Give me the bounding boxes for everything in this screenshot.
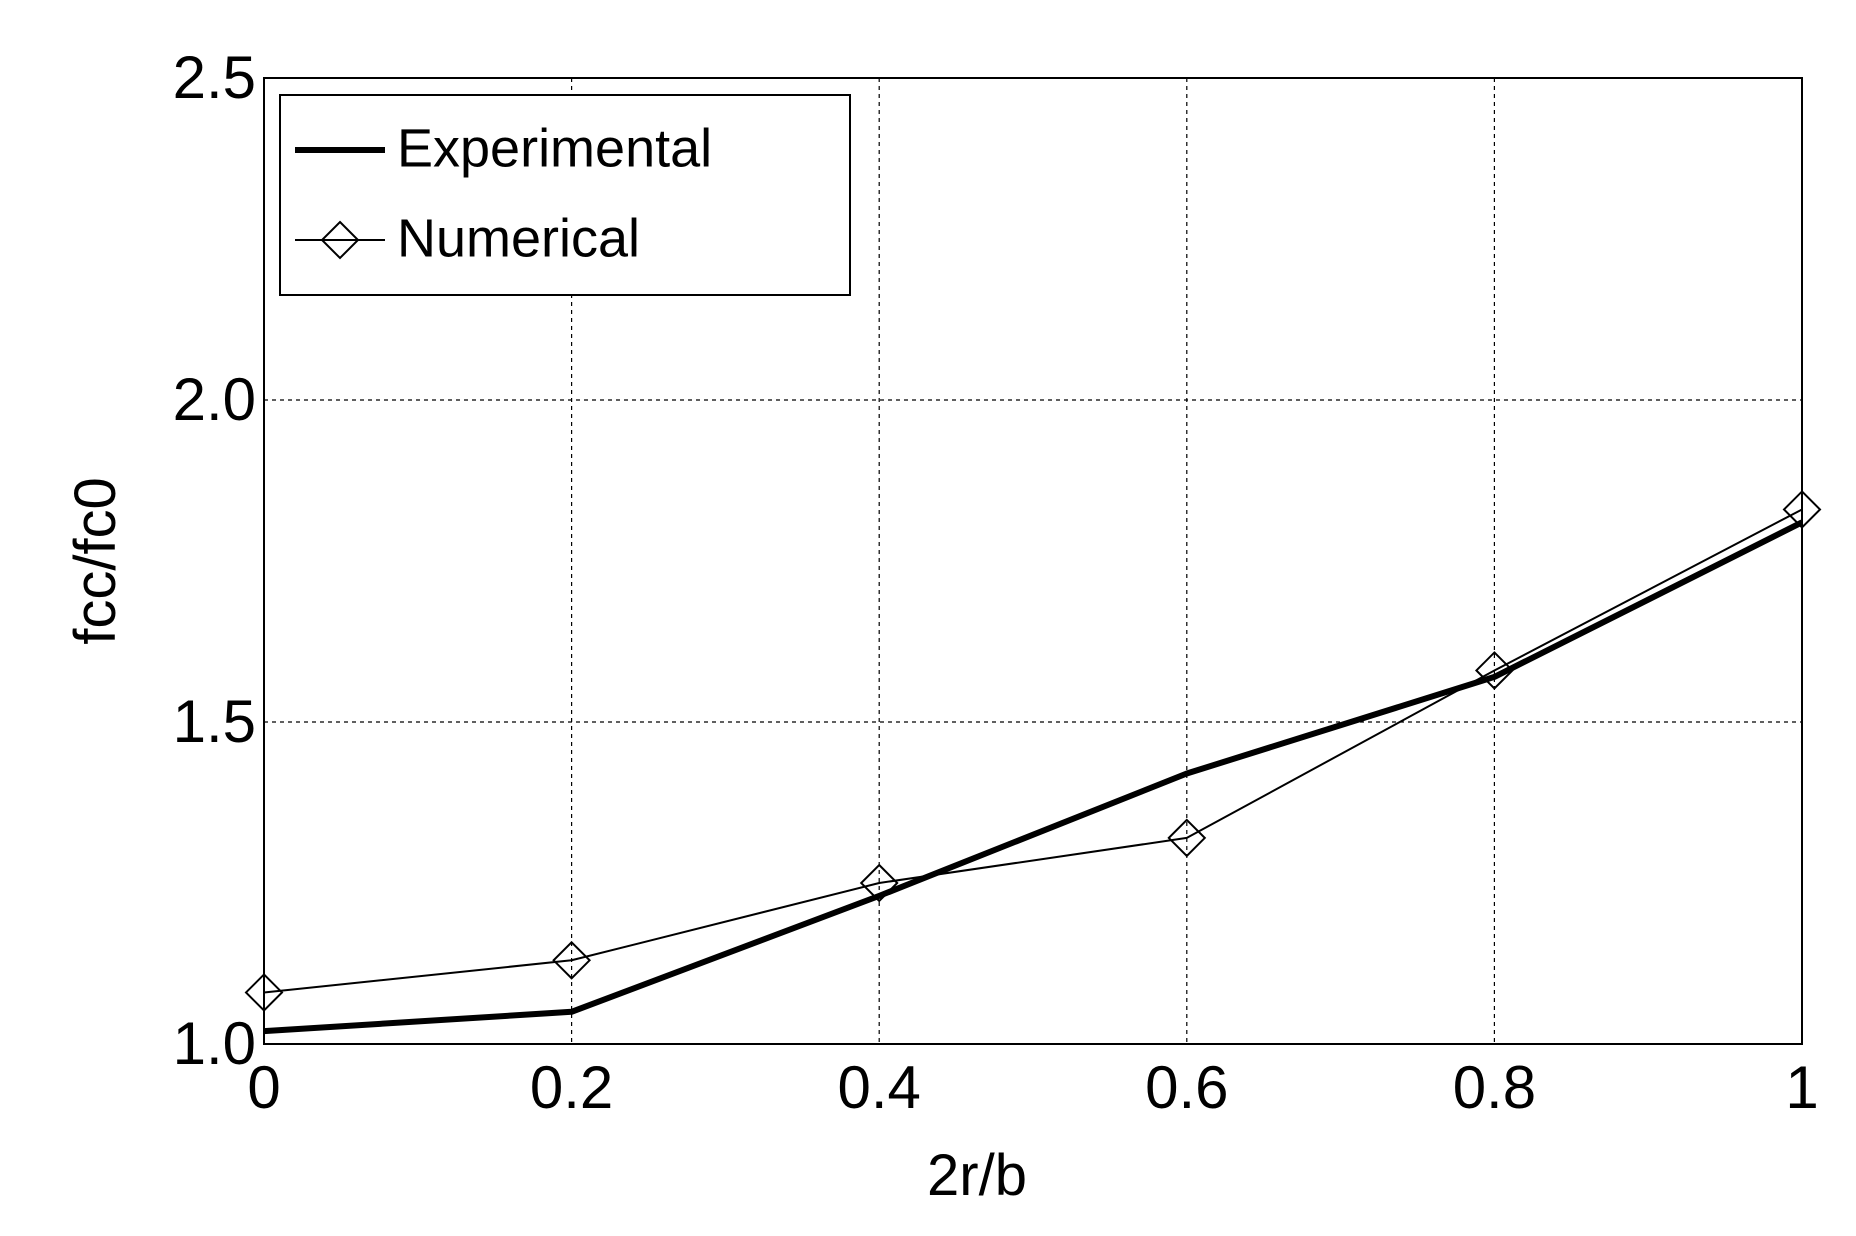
tick-labels: 0 0.2 0.4 0.6 0.8 1 1.0 1.5 2.0 2.5 <box>173 44 1819 1121</box>
x-tick-label: 1 <box>1785 1054 1818 1121</box>
x-axis-label: 2r/b <box>927 1143 1027 1208</box>
x-tick-label: 0.6 <box>1145 1054 1228 1121</box>
legend-box <box>279 94 851 296</box>
legend-label-numerical: Numerical <box>397 208 640 268</box>
legend-diamond-marker <box>320 220 360 260</box>
series-line-experimental <box>263 519 1804 1035</box>
x-tick-label: 0.4 <box>837 1054 920 1121</box>
series-line-numerical <box>263 508 1803 994</box>
legend: Experimental Numerical <box>279 94 851 296</box>
x-tick-label: 0.2 <box>530 1054 613 1121</box>
grid <box>264 78 1802 1044</box>
y-tick-label: 1.0 <box>173 1010 256 1077</box>
x-tick-label: 0.8 <box>1453 1054 1536 1121</box>
series-layer <box>244 490 1822 1035</box>
legend-label-experimental: Experimental <box>397 118 712 178</box>
y-tick-label: 2.0 <box>173 366 256 433</box>
y-tick-label: 2.5 <box>173 44 256 111</box>
data-point-numerical <box>552 940 592 980</box>
plot-frame <box>263 77 1803 1045</box>
data-point-numerical <box>859 863 899 903</box>
x-tick-label: 0 <box>247 1054 280 1121</box>
y-tick-label: 1.5 <box>173 688 256 755</box>
data-point-numerical <box>1474 651 1514 690</box>
data-point-numerical <box>1167 818 1207 858</box>
y-axis-label: fcc/fc0 <box>63 477 128 645</box>
